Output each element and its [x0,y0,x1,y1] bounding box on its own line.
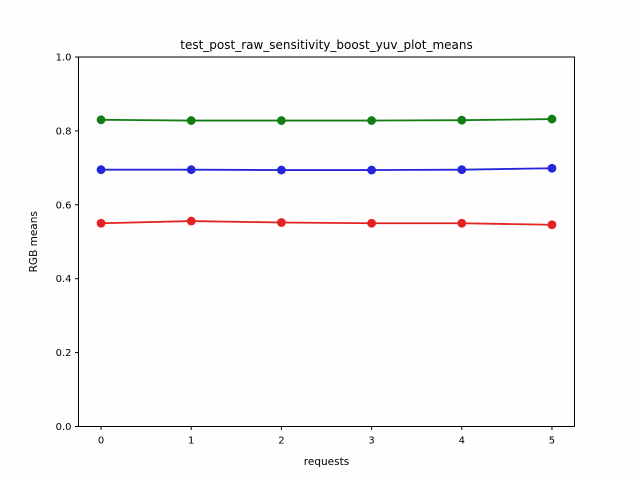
series-marker-red-channel-mean [547,220,557,230]
series-marker-blue-channel-mean [96,165,106,175]
data-series [96,114,557,230]
series-marker-blue-channel-mean [457,165,467,175]
series-marker-red-channel-mean [96,218,106,228]
x-tick-label: 3 [368,436,374,447]
series-marker-blue-channel-mean [277,165,286,175]
axes-ticks: 0.0 0.2 0.4 0.6 0.8 1.0 0 1 2 3 4 5 [56,53,556,447]
y-tick-label: 0.8 [56,126,72,137]
series-marker-green-channel-mean [277,116,286,125]
series-marker-green-channel-mean [457,115,467,125]
x-tick-label: 0 [98,436,104,447]
y-axis-label: RGB means [28,211,40,272]
series-line-green-channel-mean [100,118,553,122]
x-tick-label: 1 [188,436,194,447]
series-marker-red-channel-mean [186,216,196,226]
y-tick-label: 0.4 [56,274,72,285]
x-tick-label: 4 [459,436,465,447]
y-tick-label: 0.2 [56,348,72,359]
x-tick-label: 5 [549,436,555,447]
series-marker-green-channel-mean [186,116,196,125]
series-marker-green-channel-mean [96,115,106,125]
plot-area [78,56,575,427]
y-tick-label: 1.0 [56,53,72,64]
series-marker-red-channel-mean [277,218,286,227]
x-tick-label: 2 [278,436,284,447]
series-marker-blue-channel-mean [367,165,376,175]
y-tick-label: 0.6 [56,200,72,211]
series-marker-blue-channel-mean [547,163,557,173]
series-marker-green-channel-mean [547,114,557,124]
y-tick-label: 0.0 [56,422,72,433]
series-marker-green-channel-mean [367,116,376,125]
series-line-red-channel-mean [100,220,553,226]
chart-title: test_post_raw_sensitivity_boost_yuv_plot… [180,38,473,52]
series-line-blue-channel-mean [100,167,553,171]
x-axis-label: requests [304,456,349,468]
series-marker-blue-channel-mean [186,165,196,175]
series-marker-red-channel-mean [367,218,376,228]
series-marker-red-channel-mean [457,218,467,228]
